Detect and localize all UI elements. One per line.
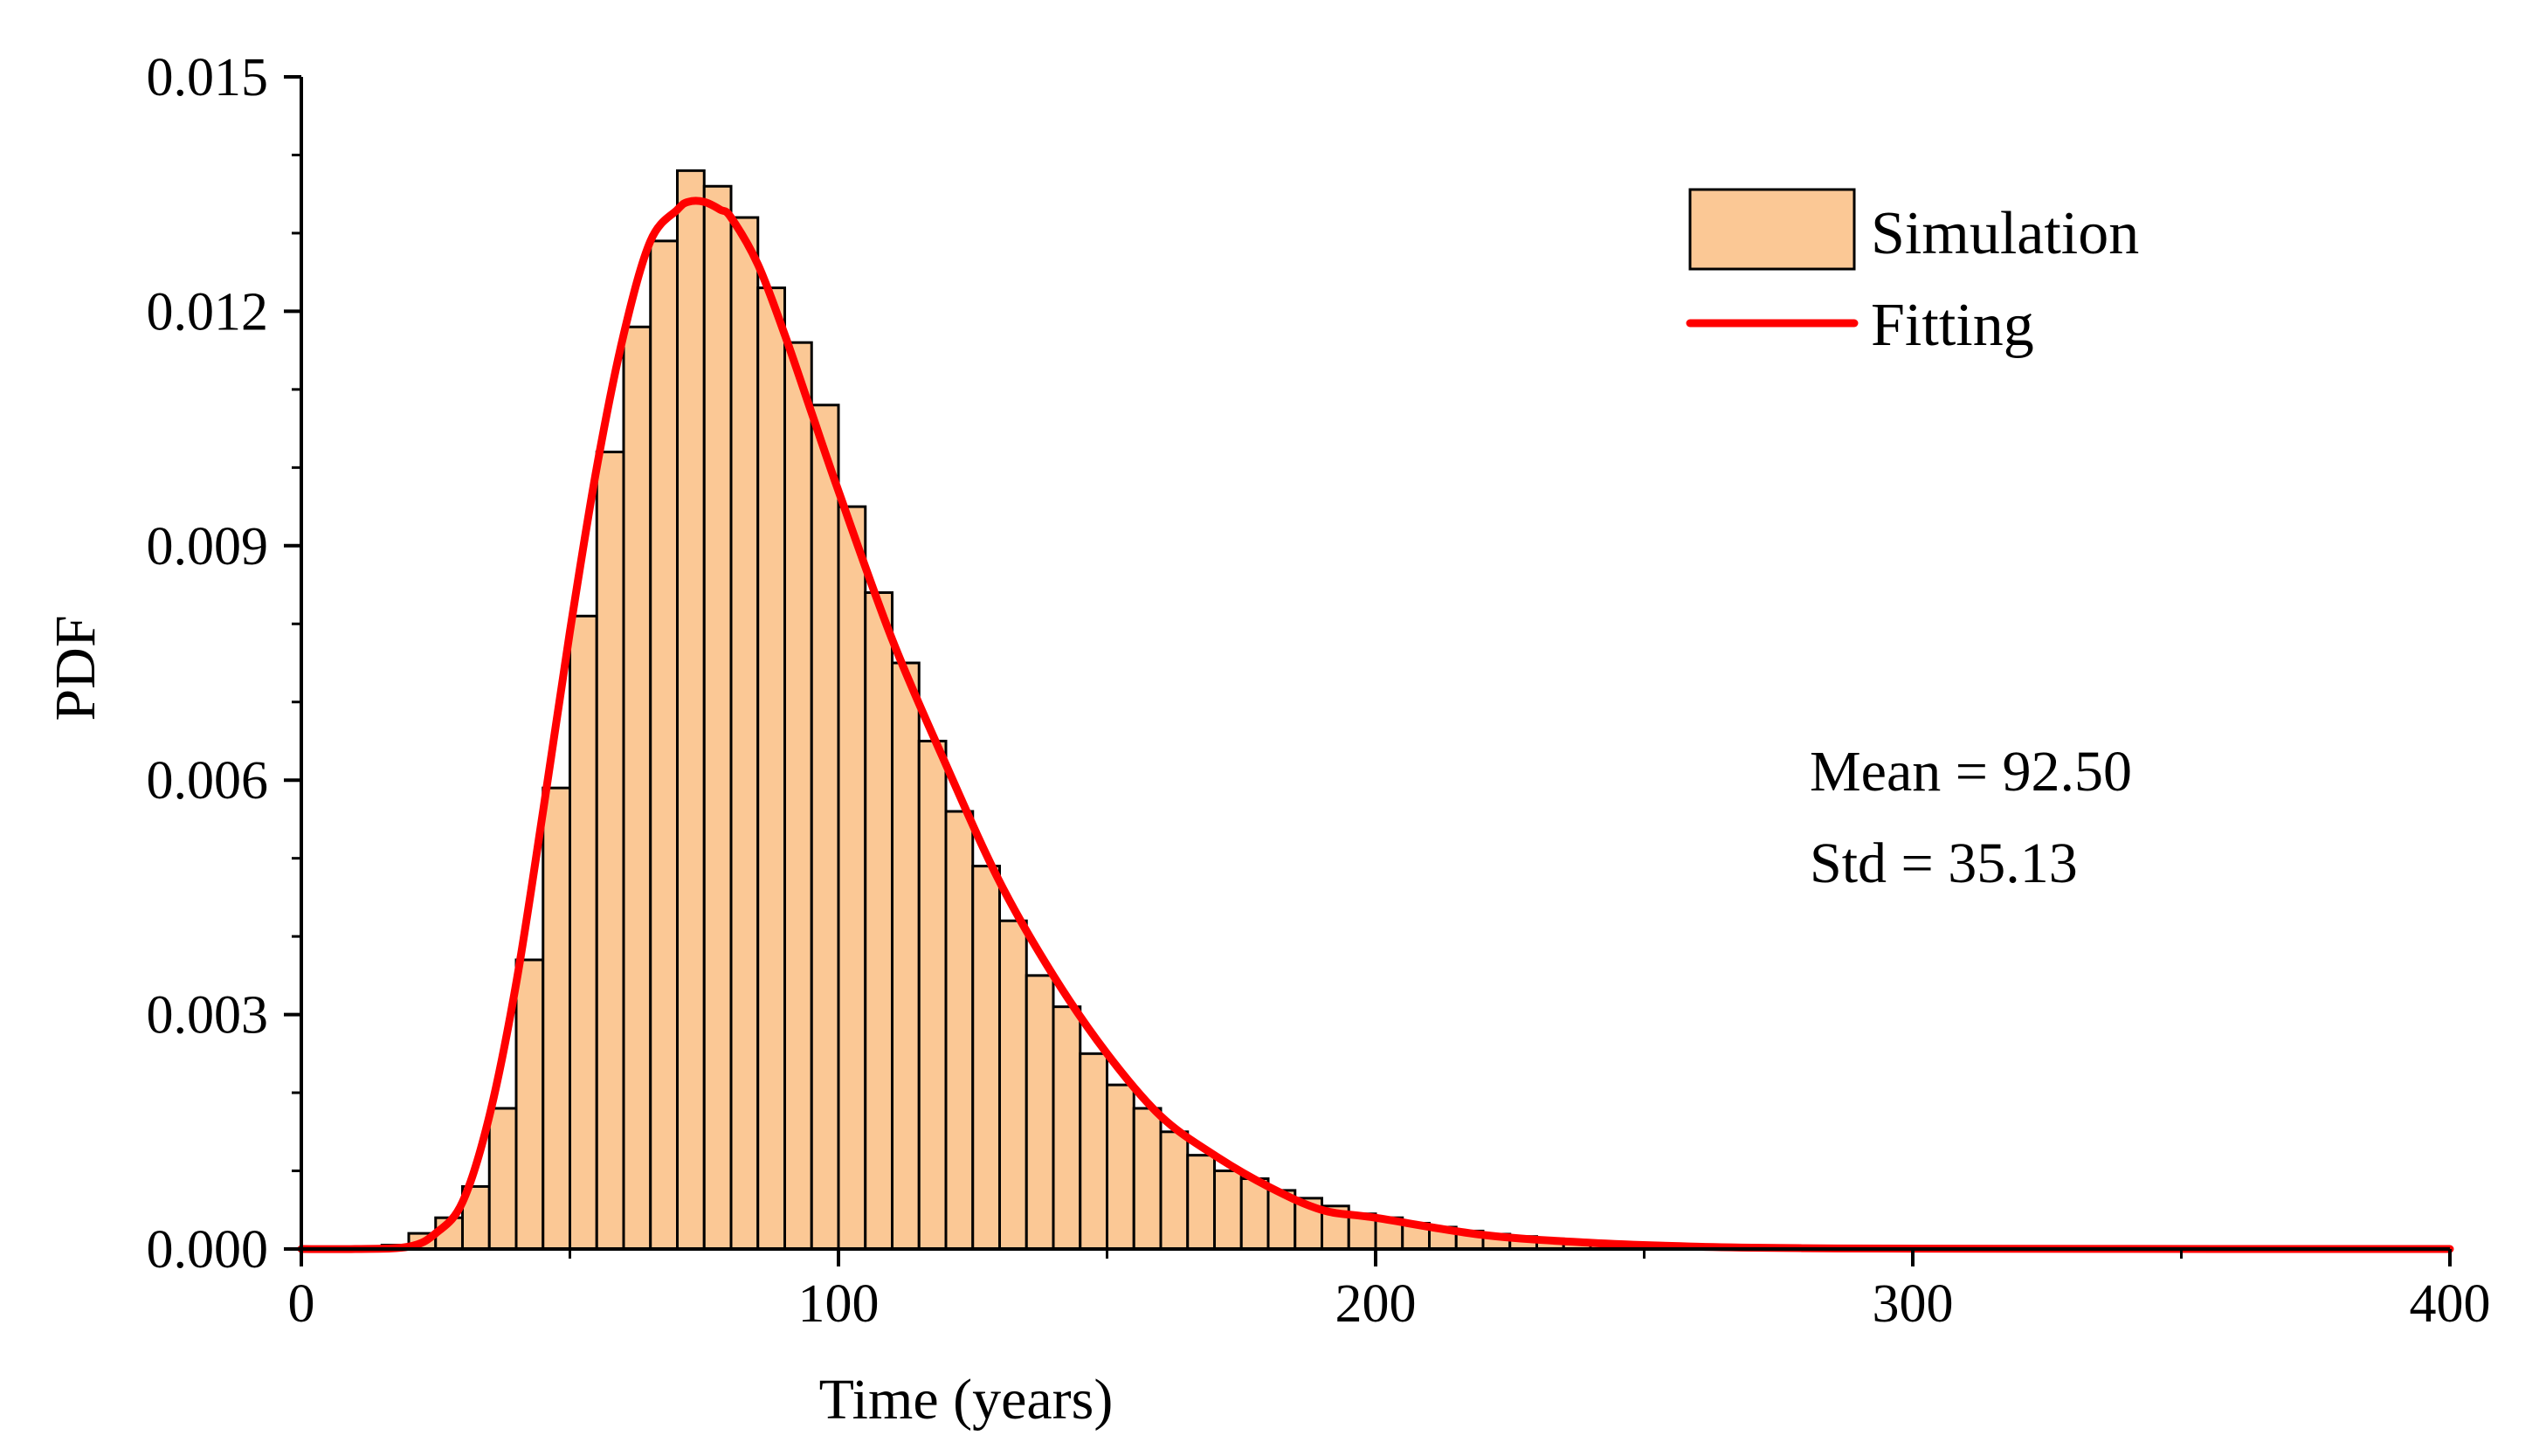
- legend-label-fitting: Fitting: [1871, 292, 2034, 359]
- mean-annotation: Mean = 92.50: [1810, 740, 2132, 804]
- x-tick-label: 400: [2410, 1274, 2491, 1334]
- y-tick-label: 0.006: [147, 751, 269, 811]
- histogram-bar: [756, 286, 786, 1251]
- histogram-bar: [1186, 1154, 1216, 1251]
- histogram-bar: [864, 590, 893, 1251]
- y-axis-ticks: 0.000 0.003 0.006 0.009 0.012 0.015: [147, 48, 301, 1280]
- y-tick-label: 0.009: [147, 517, 269, 576]
- histogram-bar: [569, 614, 598, 1251]
- histogram-bar: [971, 865, 1001, 1251]
- histogram-bar: [487, 1107, 518, 1251]
- y-axis-title: PDF: [44, 615, 107, 721]
- legend-label-simulation: Simulation: [1871, 200, 2139, 267]
- histogram-bar: [702, 184, 733, 1251]
- histogram-bar: [1052, 1005, 1082, 1251]
- histogram-bar: [810, 404, 840, 1251]
- histogram-bar: [1239, 1177, 1270, 1251]
- histogram-bar: [1079, 1052, 1108, 1251]
- histogram-bar: [595, 450, 625, 1251]
- axes: 0.000 0.003 0.006 0.009 0.012 0.015 0 100 200 30…: [147, 48, 2491, 1334]
- histogram-bar: [1106, 1083, 1135, 1251]
- histogram-bar: [891, 661, 921, 1251]
- histogram-bar: [998, 919, 1028, 1251]
- histogram-bar: [783, 341, 813, 1251]
- histogram-bar: [1159, 1130, 1190, 1251]
- x-axis-ticks: 0 100 200 300 400: [288, 1249, 2491, 1334]
- histogram-bar: [837, 505, 867, 1251]
- y-tick-label: 0.015: [147, 48, 269, 107]
- x-axis-title: Time (years): [819, 1368, 1114, 1432]
- histogram-bar: [944, 810, 975, 1251]
- x-tick-label: 200: [1335, 1274, 1417, 1334]
- x-tick-label: 0: [288, 1274, 315, 1334]
- histogram-bar: [917, 739, 948, 1251]
- histogram-bar: [729, 216, 760, 1251]
- x-tick-label: 300: [1873, 1274, 1954, 1334]
- histogram-bar: [542, 786, 571, 1251]
- histogram-bar: [1025, 974, 1055, 1251]
- histogram-bar: [1213, 1170, 1243, 1251]
- y-tick-label: 0.000: [147, 1220, 269, 1280]
- y-tick-label: 0.003: [147, 986, 269, 1045]
- histogram-bar: [622, 325, 652, 1251]
- histogram-bar: [1132, 1107, 1163, 1251]
- std-annotation: Std = 35.13: [1810, 832, 2078, 895]
- y-tick-label: 0.012: [147, 282, 269, 342]
- histogram-bars: [380, 169, 1942, 1251]
- legend: Simulation Fitting: [1686, 188, 2139, 359]
- x-tick-label: 100: [798, 1274, 880, 1334]
- fitting-curve: [297, 197, 2454, 1253]
- histogram-bar: [649, 239, 679, 1251]
- histogram-bar: [514, 958, 545, 1251]
- legend-swatch-simulation: [1688, 188, 1856, 271]
- histogram-bar: [676, 169, 706, 1251]
